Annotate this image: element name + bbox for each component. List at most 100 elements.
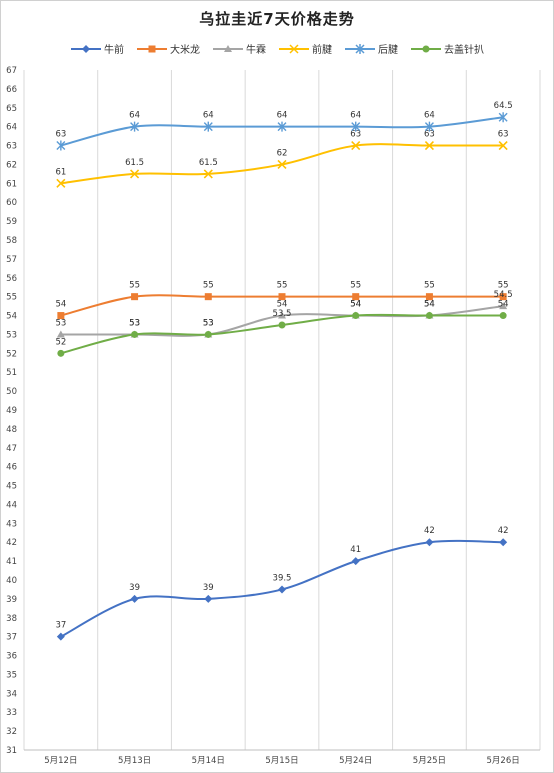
data-label: 42 [424, 526, 435, 536]
y-tick-label: 58 [6, 236, 17, 246]
y-tick-label: 32 [6, 727, 17, 737]
series-去盖针扒-marker [278, 321, 286, 329]
series-去盖针扒-marker [57, 349, 65, 357]
legend-label: 大米龙 [170, 45, 200, 56]
series-牛前-marker [499, 538, 508, 547]
series-后腱-marker [424, 121, 434, 132]
y-tick-label: 35 [6, 670, 17, 680]
y-tick-label: 41 [6, 557, 17, 567]
data-label: 55 [277, 281, 288, 291]
series-牛霖-marker [499, 302, 508, 310]
series-后腱-marker [277, 121, 287, 132]
y-tick-label: 52 [6, 349, 17, 359]
series-大米龙-marker [204, 293, 212, 301]
y-tick-label: 54 [6, 312, 17, 322]
data-label: 55 [498, 281, 509, 291]
data-label: 55 [350, 281, 361, 291]
data-label: 64 [277, 111, 288, 121]
y-tick-label: 50 [6, 387, 17, 397]
series-后腱-marker [498, 112, 508, 123]
data-label: 55 [203, 281, 214, 291]
y-tick-label: 53 [6, 330, 17, 340]
data-label: 64 [129, 111, 140, 121]
legend-label: 牛前 [104, 45, 124, 56]
series-大米龙-marker [499, 293, 507, 301]
legend-label: 去盖针扒 [444, 45, 484, 56]
data-label: 63 [350, 130, 361, 140]
data-label: 54.5 [494, 290, 513, 300]
y-tick-label: 33 [6, 708, 17, 718]
data-label: 37 [55, 621, 66, 631]
y-tick-label: 56 [6, 274, 17, 284]
series-去盖针扒-marker [425, 312, 433, 320]
data-label: 63 [498, 130, 509, 140]
data-label: 53 [203, 318, 214, 328]
legend-swatch [71, 44, 101, 53]
y-tick-label: 64 [6, 123, 17, 133]
data-label: 64 [424, 111, 435, 121]
series-大米龙-marker [131, 293, 139, 301]
data-label: 39 [129, 583, 140, 593]
y-tick-label: 59 [6, 217, 17, 227]
x-tick-label: 5月26日 [487, 756, 520, 766]
y-tick-label: 65 [6, 104, 17, 114]
data-label: 55 [424, 281, 435, 291]
series-牛前-marker [130, 594, 139, 603]
legend-swatch [345, 43, 375, 54]
legend-item: 后腱 [344, 41, 398, 56]
data-label: 53.5 [273, 309, 292, 319]
data-label: 54 [350, 300, 361, 310]
series-牛前-marker [351, 557, 360, 566]
series-前腱-marker [56, 178, 66, 188]
y-tick-label: 49 [6, 406, 17, 416]
series-大米龙-marker [425, 293, 433, 301]
legend-swatch [279, 43, 309, 54]
data-label: 39 [203, 583, 214, 593]
y-tick-label: 36 [6, 652, 17, 662]
y-tick-label: 60 [6, 198, 17, 208]
y-tick-label: 67 [6, 66, 17, 76]
x-tick-label: 5月15日 [265, 756, 298, 766]
legend-swatch [411, 45, 441, 52]
data-label: 53 [129, 318, 140, 328]
series-牛前-marker [204, 594, 213, 603]
data-label: 53 [129, 318, 140, 328]
data-label: 54 [424, 300, 435, 310]
series-去盖针扒-marker [131, 330, 139, 338]
x-tick-label: 5月24日 [339, 756, 372, 766]
legend-label: 牛霖 [246, 45, 266, 56]
data-label: 41 [350, 545, 361, 555]
data-label: 54 [277, 300, 288, 310]
data-label: 63 [424, 130, 435, 140]
data-label: 55 [129, 281, 140, 291]
y-tick-label: 46 [6, 463, 17, 473]
data-label: 53 [55, 318, 66, 328]
data-label: 54 [55, 300, 66, 310]
y-tick-label: 63 [6, 142, 17, 152]
y-tick-label: 62 [6, 160, 17, 170]
y-tick-label: 43 [6, 519, 17, 529]
data-label: 39.5 [273, 573, 292, 583]
series-去盖针扒-marker [204, 330, 212, 338]
y-tick-label: 31 [6, 746, 17, 756]
series-前腱-marker [203, 169, 213, 179]
series-牛前-marker [425, 538, 434, 547]
series-后腱-marker [351, 121, 361, 132]
series-前腱-marker [277, 159, 287, 170]
y-tick-label: 38 [6, 614, 17, 624]
legend-label: 后腱 [378, 45, 398, 56]
y-tick-label: 45 [6, 482, 17, 492]
series-后腱-marker [56, 140, 66, 151]
series-牛前-marker [56, 632, 65, 641]
y-tick-label: 37 [6, 633, 17, 643]
series-去盖针扒-marker [499, 312, 507, 320]
data-label: 64 [203, 111, 214, 121]
series-后腱-marker [130, 121, 140, 132]
legend-item: 去盖针扒 [410, 41, 484, 56]
y-tick-label: 39 [6, 595, 17, 605]
x-tick-label: 5月25日 [413, 756, 446, 766]
legend-item: 大米龙 [136, 41, 200, 56]
x-tick-label: 5月14日 [192, 756, 225, 766]
